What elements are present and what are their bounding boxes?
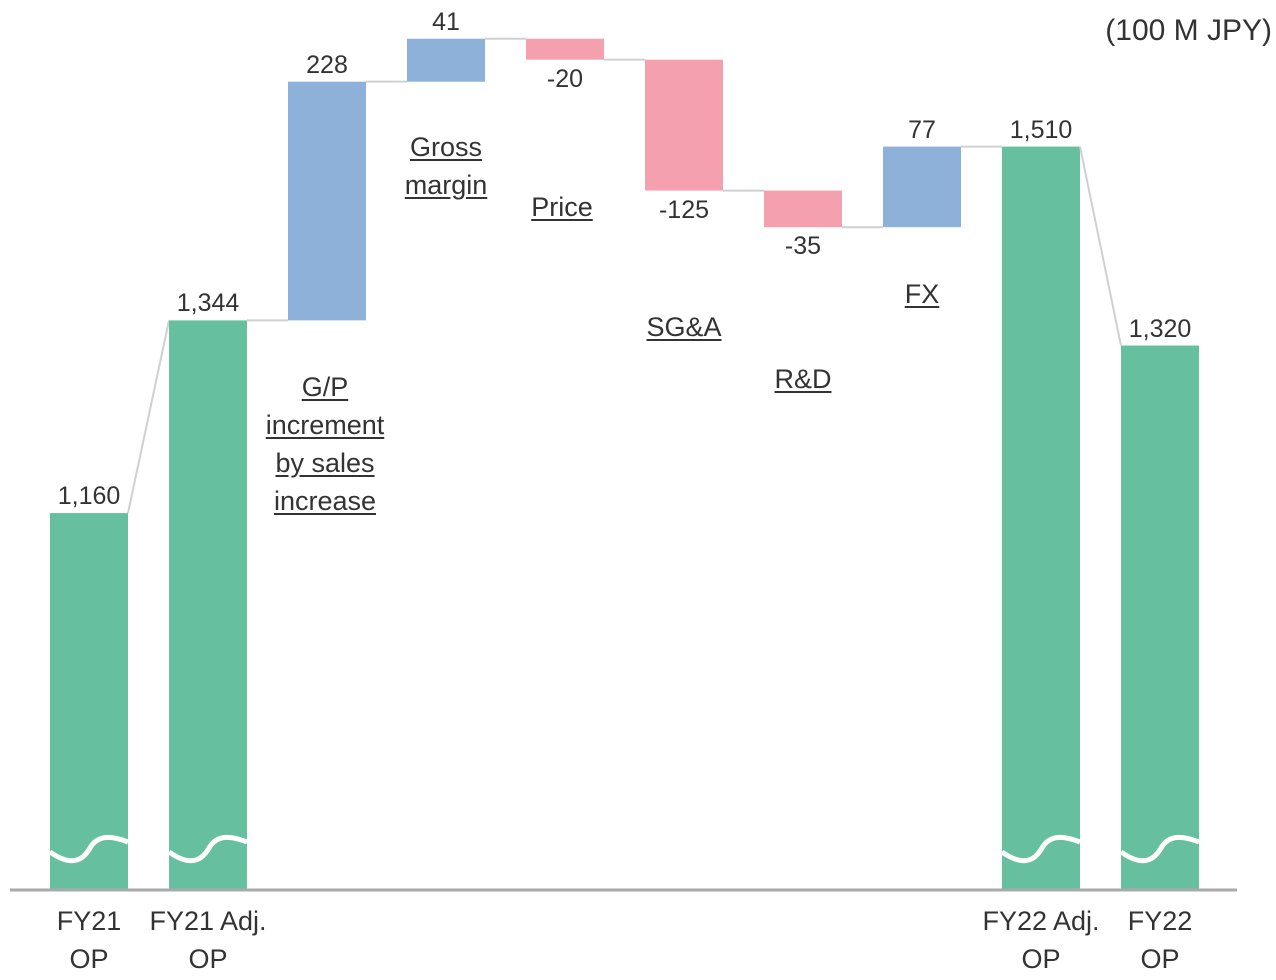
- axis-break: [1119, 835, 1200, 864]
- value-label: 1,320: [1128, 314, 1192, 343]
- value-label: 77: [908, 115, 936, 144]
- x-tick-label: FY21 Adj. OP: [149, 906, 267, 974]
- value-label: -20: [546, 64, 584, 93]
- bar: [764, 190, 842, 228]
- category-label: SG&A: [646, 312, 722, 342]
- value-label: 1,344: [176, 289, 240, 318]
- category-label: FX: [904, 279, 940, 309]
- bar: [1121, 345, 1199, 890]
- value-label: 228: [306, 50, 348, 79]
- category-label: R&D: [774, 364, 832, 394]
- category-label: Price: [531, 192, 593, 222]
- axis-break: [48, 835, 129, 864]
- unit-label: (100 M JPY): [1105, 14, 1272, 47]
- value-label: 41: [432, 7, 460, 36]
- connector: [127, 320, 170, 514]
- category-label: G/P increment by sales increase: [265, 372, 385, 516]
- bar: [1002, 146, 1080, 890]
- bar: [526, 38, 604, 60]
- bar: [169, 320, 247, 890]
- bar: [645, 59, 723, 191]
- x-tick-label: FY22 OP: [1127, 906, 1193, 974]
- x-tick-label: FY21 OP: [56, 906, 122, 974]
- bar: [50, 513, 128, 890]
- axis-break: [167, 835, 248, 864]
- x-tick-label: FY22 Adj. OP: [982, 906, 1100, 974]
- category-label: Gross margin: [404, 132, 488, 200]
- value-label: -125: [658, 195, 710, 224]
- bar: [407, 38, 485, 82]
- axis-break: [1000, 835, 1081, 864]
- value-label: 1,160: [57, 482, 121, 511]
- bar: [288, 81, 366, 321]
- bar: [883, 146, 961, 228]
- value-label: 1,510: [1009, 115, 1073, 144]
- value-label: -35: [784, 232, 822, 261]
- connector: [1079, 146, 1122, 346]
